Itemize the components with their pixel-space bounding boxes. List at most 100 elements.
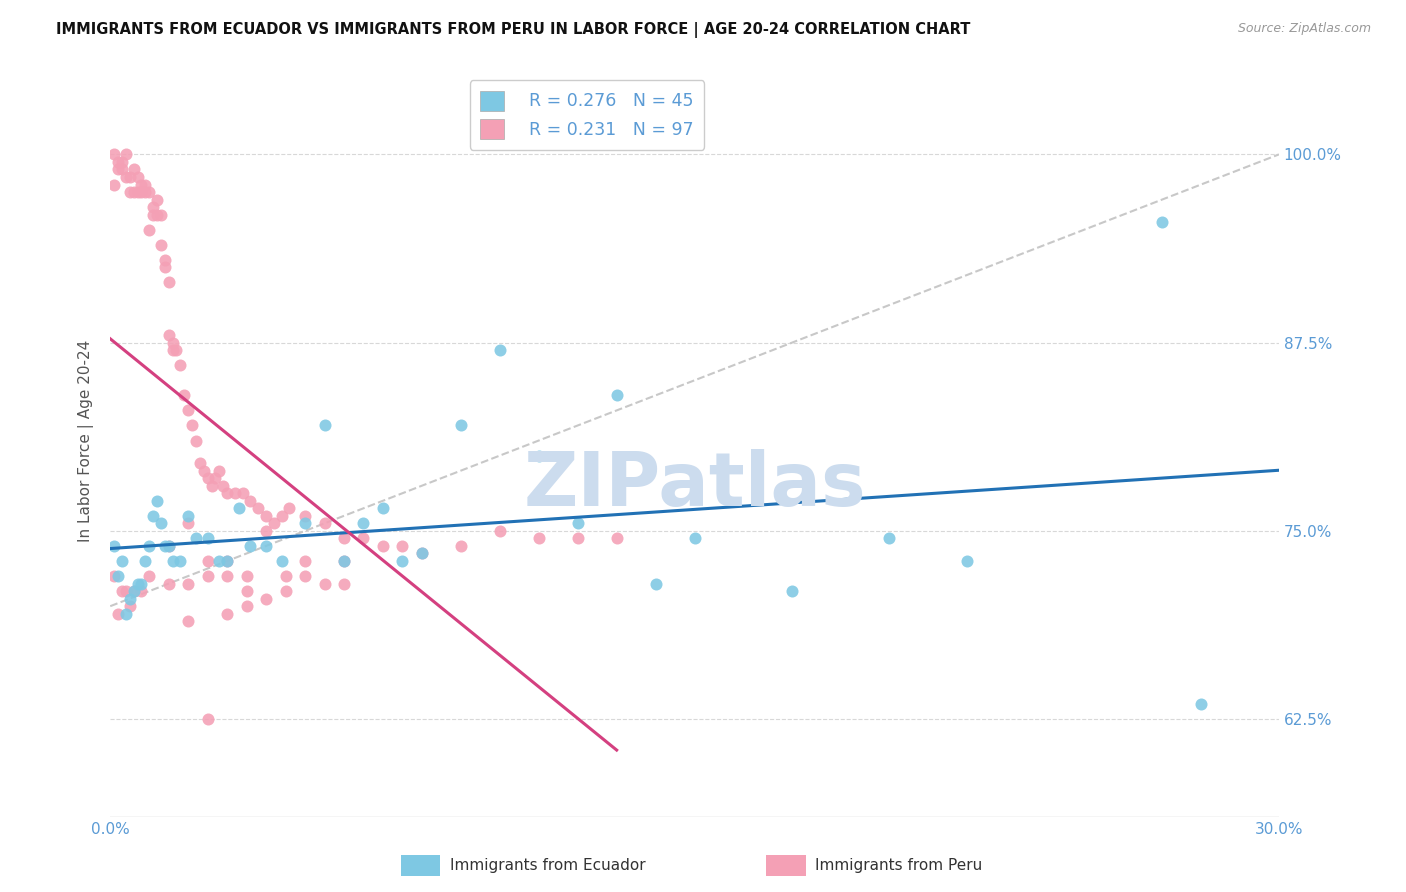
Point bbox=[197, 532, 219, 546]
Point bbox=[391, 539, 413, 553]
Point bbox=[193, 464, 215, 478]
Point bbox=[606, 388, 628, 402]
Point bbox=[162, 335, 184, 350]
Point bbox=[879, 532, 901, 546]
Point bbox=[197, 569, 219, 583]
Point bbox=[208, 464, 231, 478]
Point bbox=[294, 516, 316, 531]
Point bbox=[142, 200, 165, 214]
Point bbox=[138, 185, 160, 199]
Point bbox=[274, 584, 297, 599]
Point bbox=[111, 554, 134, 568]
Point bbox=[333, 576, 356, 591]
Point bbox=[157, 328, 180, 343]
Point bbox=[107, 162, 129, 177]
Point bbox=[107, 155, 129, 169]
Point bbox=[188, 456, 211, 470]
Point bbox=[411, 546, 433, 560]
Point bbox=[247, 501, 270, 516]
Point bbox=[111, 584, 134, 599]
Point bbox=[169, 358, 191, 372]
Point bbox=[166, 343, 188, 358]
Point bbox=[391, 554, 413, 568]
Point bbox=[122, 584, 145, 599]
Point bbox=[197, 712, 219, 726]
Point bbox=[235, 599, 257, 614]
Point bbox=[353, 516, 375, 531]
Point bbox=[157, 539, 180, 553]
Text: Immigrants from Peru: Immigrants from Peru bbox=[815, 858, 983, 872]
Text: Source: ZipAtlas.com: Source: ZipAtlas.com bbox=[1237, 22, 1371, 36]
Point bbox=[122, 584, 145, 599]
Point bbox=[103, 178, 125, 192]
Point bbox=[263, 516, 285, 531]
Point bbox=[107, 569, 129, 583]
Point bbox=[177, 403, 200, 417]
Point bbox=[134, 554, 156, 568]
Point bbox=[294, 508, 316, 523]
Point bbox=[212, 479, 235, 493]
Point bbox=[254, 524, 277, 538]
Point bbox=[217, 607, 239, 621]
Point bbox=[103, 569, 125, 583]
Point bbox=[217, 554, 239, 568]
Point bbox=[254, 508, 277, 523]
Point bbox=[333, 554, 356, 568]
Point bbox=[1152, 215, 1174, 229]
Point bbox=[224, 486, 246, 500]
Point bbox=[157, 576, 180, 591]
Point bbox=[153, 260, 176, 275]
Point bbox=[956, 554, 979, 568]
Point bbox=[235, 584, 257, 599]
Point bbox=[232, 486, 254, 500]
Point bbox=[103, 147, 125, 161]
Point bbox=[149, 237, 172, 252]
Point bbox=[114, 607, 136, 621]
Point bbox=[162, 554, 184, 568]
Point bbox=[173, 388, 195, 402]
Point bbox=[142, 208, 165, 222]
Point bbox=[314, 576, 336, 591]
Point bbox=[122, 185, 145, 199]
Point bbox=[127, 169, 149, 184]
Point bbox=[131, 185, 153, 199]
Text: ZIPatlas: ZIPatlas bbox=[523, 450, 866, 522]
Point bbox=[488, 524, 510, 538]
Point bbox=[184, 434, 207, 448]
Point bbox=[118, 185, 141, 199]
Point bbox=[644, 576, 666, 591]
Point bbox=[239, 493, 262, 508]
Point bbox=[314, 516, 336, 531]
Point bbox=[169, 554, 191, 568]
Point bbox=[294, 569, 316, 583]
Point bbox=[157, 276, 180, 290]
Point bbox=[118, 591, 141, 606]
Point bbox=[111, 155, 134, 169]
Point bbox=[1189, 697, 1212, 711]
Point bbox=[353, 532, 375, 546]
Point bbox=[118, 169, 141, 184]
Point bbox=[162, 343, 184, 358]
Point bbox=[204, 471, 226, 485]
Point bbox=[314, 418, 336, 433]
Point bbox=[134, 185, 156, 199]
Point bbox=[294, 554, 316, 568]
Point bbox=[177, 614, 200, 628]
Point bbox=[177, 516, 200, 531]
Point bbox=[114, 584, 136, 599]
Point bbox=[780, 584, 803, 599]
Point bbox=[127, 576, 149, 591]
Point bbox=[527, 449, 550, 463]
Point bbox=[197, 554, 219, 568]
Point bbox=[239, 539, 262, 553]
Point bbox=[181, 418, 204, 433]
Point bbox=[134, 178, 156, 192]
Point bbox=[131, 576, 153, 591]
Point bbox=[111, 162, 134, 177]
Point bbox=[127, 185, 149, 199]
Point bbox=[217, 569, 239, 583]
Point bbox=[118, 599, 141, 614]
Point bbox=[228, 501, 250, 516]
Point bbox=[138, 223, 160, 237]
Legend:   R = 0.276   N = 45,   R = 0.231   N = 97: R = 0.276 N = 45, R = 0.231 N = 97 bbox=[470, 80, 704, 150]
